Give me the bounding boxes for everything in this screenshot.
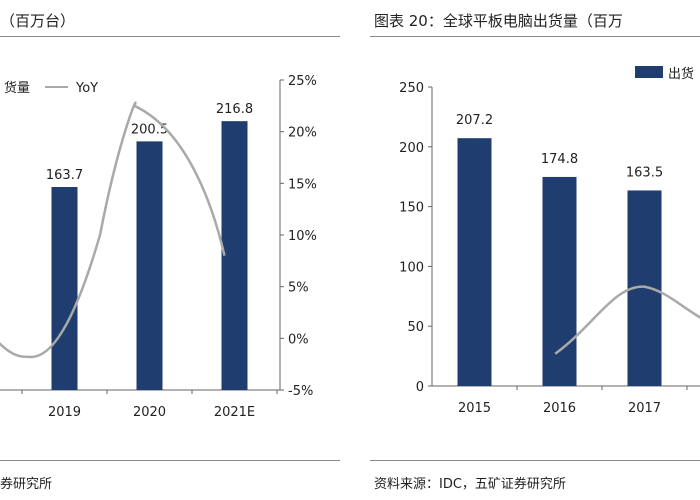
right-y-tick-label: 200	[399, 141, 424, 156]
left-chart: 货量 YoY 25% 20% 15% 10% 5% 0% -5% 163.7 2019 200.5 20…	[0, 74, 317, 420]
left-x-tick-label: 2019	[48, 405, 81, 420]
right-x-tick-label: 2017	[628, 401, 661, 416]
left-title-rule	[0, 36, 340, 37]
right-bar-value-label: 174.8	[541, 152, 578, 167]
right-legend-bar-swatch	[635, 66, 663, 78]
right-y-tick-label: 100	[399, 260, 424, 275]
left-bar	[51, 187, 78, 390]
left-y2-tick-label: 20%	[288, 126, 317, 141]
right-legend-bar-label: 出货	[668, 66, 694, 82]
left-chart-title: （百万台）	[0, 12, 76, 30]
right-y-tick-label: 50	[407, 320, 424, 335]
left-yoy-line	[0, 101, 226, 359]
left-bar-value-label: 216.8	[216, 102, 253, 117]
right-chart-panel: 图表 20：全球平板电脑出货量（百万 出货 250 200 150 100 50 0 207.…	[370, 0, 700, 500]
right-x-tick-label: 2016	[543, 401, 576, 416]
left-legend-line-label: YoY	[75, 81, 98, 96]
left-x-tick-label: 2020	[133, 405, 166, 420]
left-y2-tick-label: 15%	[288, 177, 317, 192]
left-chart-panel: （百万台） 货量 YoY 25% 20% 15% 10% 5% 0% -5% 163.7 2019 2…	[0, 0, 340, 500]
right-chart-title: 图表 20：全球平板电脑出货量（百万	[374, 12, 623, 30]
right-title-rule	[370, 36, 700, 37]
left-y2-tick-label: 5%	[288, 281, 309, 296]
right-bar	[542, 176, 577, 386]
right-y-tick-label: 250	[399, 81, 424, 96]
right-bar	[457, 138, 492, 386]
right-x-tick-label: 2015	[458, 401, 491, 416]
left-y2-tick-label: -5%	[288, 384, 313, 399]
right-bar-value-label: 163.5	[626, 165, 663, 180]
left-x-tick-label: 2021E	[214, 405, 255, 420]
left-y2-tick-label: 0%	[288, 332, 309, 347]
left-bar-value-label: 200.5	[131, 122, 168, 137]
left-y2-tick-label: 10%	[288, 229, 317, 244]
left-source-rule	[0, 460, 340, 461]
left-y2-tick-label: 25%	[288, 74, 317, 89]
left-bar	[136, 141, 163, 390]
right-bar-value-label: 207.2	[456, 113, 493, 128]
left-bar-value-label: 163.7	[46, 168, 83, 183]
right-y-tick-label: 0	[416, 380, 424, 395]
right-source-note: 资料来源：IDC，五矿证券研究所	[374, 477, 566, 492]
left-source-note: 券研究所	[0, 477, 53, 492]
right-chart: 出货 250 200 150 100 50 0 207.2 2015 174.8 2016 163.5…	[399, 66, 700, 416]
left-legend-bar-label: 货量	[4, 80, 30, 96]
right-y-tick-label: 150	[399, 201, 424, 216]
left-bar	[221, 121, 248, 390]
right-source-rule	[370, 460, 700, 461]
right-growth-line	[554, 285, 700, 355]
